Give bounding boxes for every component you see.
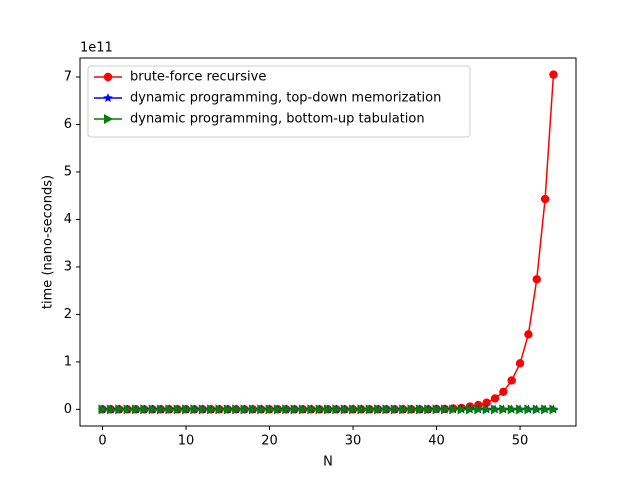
marker (465, 404, 475, 415)
marker (482, 404, 492, 415)
marker (273, 404, 283, 415)
marker (340, 404, 350, 415)
marker (265, 404, 275, 415)
y-tick-label: 7 (64, 69, 72, 84)
y-tick-label: 1 (64, 354, 72, 369)
marker (123, 404, 133, 415)
legend-label: brute-force recursive (130, 70, 266, 85)
marker (491, 404, 501, 415)
marker (207, 404, 217, 415)
marker (98, 404, 108, 415)
marker (365, 404, 375, 415)
marker (198, 404, 208, 415)
marker (457, 404, 467, 415)
marker (282, 404, 292, 415)
marker (115, 404, 125, 415)
x-tick-label: 50 (512, 434, 529, 449)
marker (374, 404, 384, 415)
marker (541, 404, 551, 415)
plot-frame (79, 57, 577, 427)
legend-box (87, 65, 471, 138)
marker (315, 404, 325, 415)
x-tick-label: 30 (345, 434, 362, 449)
x-tick-label: 20 (261, 434, 278, 449)
marker (524, 404, 534, 415)
marker (515, 359, 525, 368)
marker (190, 404, 200, 415)
marker (499, 404, 509, 415)
marker (532, 404, 542, 415)
marker (507, 404, 517, 415)
marker (182, 404, 192, 415)
marker (248, 404, 258, 415)
marker (440, 404, 450, 415)
marker (240, 404, 250, 415)
marker (449, 404, 459, 415)
marker (432, 404, 442, 415)
marker (499, 387, 508, 397)
y-tick-label: 0 (64, 402, 72, 417)
marker (290, 404, 300, 415)
marker (165, 404, 175, 415)
y-tick-label: 5 (64, 164, 72, 179)
x-tick-label: 0 (98, 434, 106, 449)
marker (549, 404, 559, 415)
y-tick-label: 4 (64, 212, 72, 227)
marker (223, 404, 233, 415)
marker (215, 404, 225, 415)
legend-label: dynamic programming, bottom-up tabulatio… (130, 112, 425, 127)
x-tick-label: 40 (428, 434, 445, 449)
x-axis-label: N (323, 455, 333, 470)
legend-marker (103, 72, 113, 82)
marker (156, 404, 166, 415)
marker (399, 404, 409, 415)
y-tick-label: 6 (64, 117, 72, 132)
marker (131, 404, 141, 415)
marker (298, 404, 308, 415)
marker (307, 404, 317, 415)
marker (516, 404, 526, 415)
marker (415, 404, 425, 415)
marker (532, 275, 541, 284)
y-axis-label: time (nano-seconds) (41, 175, 56, 309)
marker (357, 404, 367, 415)
marker (524, 330, 533, 339)
marker (257, 404, 267, 415)
y-tick-label: 3 (64, 259, 72, 274)
marker (507, 376, 516, 385)
marker (549, 70, 558, 79)
marker (482, 398, 491, 407)
marker (407, 404, 417, 415)
legend-marker (104, 114, 113, 124)
marker (490, 394, 500, 403)
marker (140, 404, 150, 415)
y-tick-label: 2 (64, 307, 72, 322)
offset-text: 1e11 (80, 41, 113, 56)
marker (148, 404, 158, 415)
marker (349, 404, 359, 415)
marker (106, 404, 116, 415)
marker (232, 404, 242, 415)
legend-marker (103, 93, 113, 103)
marker (173, 404, 183, 415)
marker (540, 194, 550, 204)
legend-label: dynamic programming, top-down memorizati… (130, 91, 441, 106)
marker (324, 404, 333, 415)
x-tick-label: 10 (178, 434, 195, 449)
marker (474, 404, 484, 415)
marker (424, 404, 434, 415)
marker (332, 404, 342, 415)
marker (382, 404, 392, 415)
marker (390, 404, 400, 415)
